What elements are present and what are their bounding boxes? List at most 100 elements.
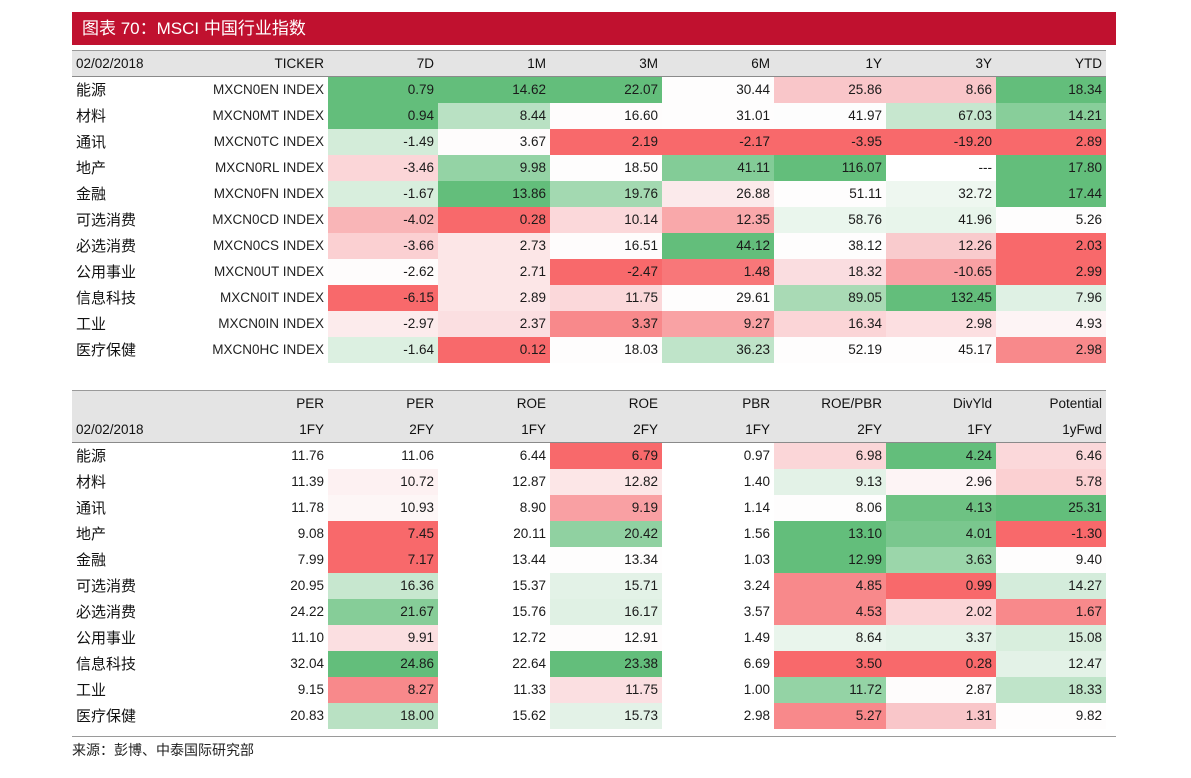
return-value-cell: 41.11 <box>662 154 774 181</box>
figure-title: 图表 70：MSCI 中国行业指数 <box>72 12 1116 45</box>
ticker-cell: MXCN0EN INDEX <box>212 82 324 98</box>
return-value-cell: 14.62 <box>438 76 550 103</box>
valuation-value-cell: 20.83 <box>214 702 328 729</box>
return-value-cell: 41.97 <box>774 102 886 129</box>
return-value-cell: 7.96 <box>996 284 1106 311</box>
return-value-cell: 18.32 <box>774 258 886 285</box>
table-row: 信息科技 32.04 24.86 22.64 23.38 6.69 3.50 0.28 12.4… <box>72 650 1106 677</box>
return-value-cell: -1.67 <box>328 180 438 207</box>
return-value-cell: 41.96 <box>886 206 996 233</box>
col-header-ticker: TICKER <box>182 50 328 77</box>
return-value-cell: -3.95 <box>774 128 886 155</box>
return-value-cell: 13.86 <box>438 180 550 207</box>
return-value-cell: -10.65 <box>886 258 996 285</box>
return-value-cell: 31.01 <box>662 102 774 129</box>
sector-name: 能源 <box>76 448 107 466</box>
return-value-cell: 4.93 <box>996 310 1106 337</box>
return-value-cell: 19.76 <box>550 180 662 207</box>
table-row: 可选消费 20.95 16.36 15.37 15.71 3.24 4.85 0.99 14.2… <box>72 572 1106 599</box>
col-header-potential: Potential <box>996 390 1106 417</box>
table-row: 医疗保健 MXCN0HC INDEX -1.64 0.12 18.03 36.23 52.1… <box>72 336 1106 363</box>
valuation-value-cell: 1.14 <box>662 494 774 521</box>
valuation-value-cell: 12.87 <box>438 468 550 495</box>
valuation-value-cell: 9.40 <box>996 546 1106 573</box>
valuation-value-cell: 6.69 <box>662 650 774 677</box>
valuation-value-cell: 9.19 <box>550 494 662 521</box>
valuation-value-cell: 4.01 <box>886 520 996 547</box>
return-value-cell: 2.03 <box>996 232 1106 259</box>
valuation-value-cell: 20.42 <box>550 520 662 547</box>
valuation-value-cell: 10.72 <box>328 468 438 495</box>
return-value-cell: 17.44 <box>996 180 1106 207</box>
sector-name: 地产 <box>76 160 107 177</box>
sector-name: 材料 <box>76 108 107 125</box>
return-value-cell: 29.61 <box>662 284 774 311</box>
industry-valuation-table: PER PER ROE ROE PBR ROE/PBR DivYld Poten… <box>72 390 1106 729</box>
col-sub-divyld-1fy: 1FY <box>886 416 996 443</box>
valuation-value-cell: 12.99 <box>774 546 886 573</box>
return-value-cell: 2.89 <box>996 128 1106 155</box>
valuation-value-cell: 3.50 <box>774 650 886 677</box>
return-value-cell: -6.15 <box>328 284 438 311</box>
valuation-value-cell: 0.99 <box>886 572 996 599</box>
valuation-header-row-2: 02/02/2018 1FY 2FY 1FY 2FY 1FY 2FY 1FY 1… <box>72 416 1106 443</box>
table-row: 能源 MXCN0EN INDEX 0.79 14.62 22.07 30.44 25.86 8… <box>72 76 1106 103</box>
col-header-7d: 7D <box>328 50 438 77</box>
valuation-value-cell: 4.85 <box>774 572 886 599</box>
return-value-cell: 132.45 <box>886 284 996 311</box>
table-row: 材料 11.39 10.72 12.87 12.82 1.40 9.13 2.96 5.78 <box>72 468 1106 495</box>
col-sub-potential: 1yFwd <box>996 416 1106 443</box>
table-row: 公用事业 MXCN0UT INDEX -2.62 2.71 -2.47 1.48 18.32… <box>72 258 1106 285</box>
sector-name: 通讯 <box>76 500 107 517</box>
valuation-value-cell: 11.75 <box>550 676 662 703</box>
return-value-cell: 2.89 <box>438 284 550 311</box>
col-header-1m: 1M <box>438 50 550 77</box>
return-value-cell: 0.79 <box>328 76 438 103</box>
ticker-cell: MXCN0HC INDEX <box>212 342 324 357</box>
return-value-cell: 5.26 <box>996 206 1106 233</box>
col-header-roe-pbr-2fy: ROE/PBR <box>774 390 886 417</box>
source-note: 来源：彭博、中泰国际研究部 <box>72 736 1116 764</box>
return-value-cell: 2.73 <box>438 232 550 259</box>
industry-returns-table: 02/02/2018 TICKER 7D 1M 3M 6M 1Y 3Y YTD … <box>72 50 1106 363</box>
table-row: 金融 MXCN0FN INDEX -1.67 13.86 19.76 26.88 51.11… <box>72 180 1106 207</box>
col-header-divyld-1fy: DivYld <box>886 390 996 417</box>
returns-date: 02/02/2018 <box>72 50 182 77</box>
valuation-value-cell: 11.10 <box>214 624 328 651</box>
valuation-value-cell: 12.47 <box>996 650 1106 677</box>
sector-name: 公用事业 <box>76 630 137 647</box>
valuation-value-cell: 3.37 <box>886 624 996 651</box>
return-value-cell: 0.94 <box>328 102 438 129</box>
valuation-value-cell: 9.15 <box>214 676 328 703</box>
valuation-value-cell: 2.98 <box>662 702 774 729</box>
valuation-value-cell: 1.00 <box>662 676 774 703</box>
return-value-cell: 22.07 <box>550 76 662 103</box>
valuation-value-cell: 11.06 <box>328 442 438 469</box>
sector-name: 金融 <box>76 186 107 203</box>
return-value-cell: -4.02 <box>328 206 438 233</box>
col-sub-per-2fy: 2FY <box>328 416 438 443</box>
return-value-cell: 2.71 <box>438 258 550 285</box>
ticker-cell: MXCN0IN INDEX <box>218 316 324 331</box>
ticker-cell: MXCN0TC INDEX <box>213 134 324 149</box>
return-value-cell: 16.60 <box>550 102 662 129</box>
valuation-value-cell: 11.78 <box>214 494 328 521</box>
valuation-value-cell: 20.11 <box>438 520 550 547</box>
return-value-cell: 1.48 <box>662 258 774 285</box>
ticker-cell: MXCN0FN INDEX <box>213 186 324 201</box>
table-row: 材料 MXCN0MT INDEX 0.94 8.44 16.60 31.01 41.97 67… <box>72 102 1106 129</box>
table-row: 工业 MXCN0IN INDEX -2.97 2.37 3.37 9.27 16.34 2.9… <box>72 310 1106 337</box>
return-value-cell: -3.46 <box>328 154 438 181</box>
valuation-value-cell: 16.36 <box>328 572 438 599</box>
return-value-cell: 58.76 <box>774 206 886 233</box>
return-value-cell: 89.05 <box>774 284 886 311</box>
valuation-value-cell: 0.97 <box>662 442 774 469</box>
sector-name: 公用事业 <box>76 264 137 281</box>
table-row: 地产 MXCN0RL INDEX -3.46 9.98 18.50 41.11 116.07… <box>72 154 1106 181</box>
return-value-cell: 2.98 <box>886 310 996 337</box>
return-value-cell: 14.21 <box>996 102 1106 129</box>
col-header-per-1fy: PER <box>214 390 328 417</box>
valuation-value-cell: 1.49 <box>662 624 774 651</box>
ticker-cell: MXCN0UT INDEX <box>213 264 324 279</box>
return-value-cell: 12.26 <box>886 232 996 259</box>
